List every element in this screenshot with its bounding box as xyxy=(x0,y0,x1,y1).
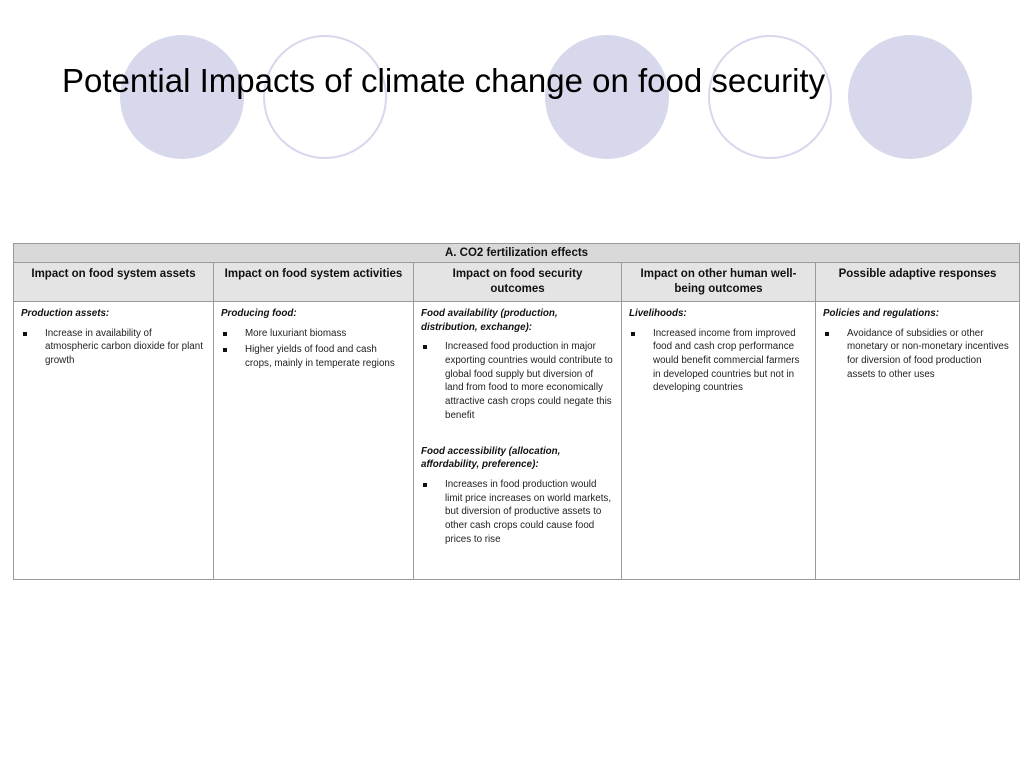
column-header: Impact on food system activities xyxy=(213,262,414,302)
section-title: Food availability (production, distribut… xyxy=(421,307,558,333)
list-item: Avoidance of subsidies or other monetary… xyxy=(823,327,1012,382)
column-header: Impact on food security outcomes xyxy=(413,262,622,302)
table-row: Production assets: Increase in availabil… xyxy=(13,300,1021,580)
column-header: Possible adaptive responses xyxy=(814,262,1021,302)
impact-table-container: A. CO2 fertilization effects Impact on f… xyxy=(12,243,1021,580)
table-cell-food-security-outcomes: Food availability (production, distribut… xyxy=(413,300,622,580)
bullet-list: Avoidance of subsidies or other monetary… xyxy=(823,327,1012,382)
slide-title: Potential Impacts of climate change on f… xyxy=(62,62,826,99)
bullet-list: Increase in availability of atmospheric … xyxy=(21,327,206,368)
decorative-circle-3 xyxy=(545,35,669,159)
bullet-list: More luxuriant biomass Higher yields of … xyxy=(221,327,406,371)
column-header: Impact on other human well-being outcome… xyxy=(621,262,816,302)
table-cell-adaptive-responses: Policies and regulations: Avoidance of s… xyxy=(814,300,1021,580)
list-item: Higher yields of food and cash crops, ma… xyxy=(221,343,406,370)
table-cell-well-being-outcomes: Livelihoods: Increased income from impro… xyxy=(621,300,816,580)
list-item: More luxuriant biomass xyxy=(221,327,406,341)
decorative-circle-5 xyxy=(848,35,972,159)
list-item: Increase in availability of atmospheric … xyxy=(21,327,206,368)
section-title: Producing food: xyxy=(221,307,297,319)
list-item: Increased income from improved food and … xyxy=(629,327,808,396)
table-cell-assets: Production assets: Increase in availabil… xyxy=(13,300,214,580)
decorative-circle-2 xyxy=(263,35,387,159)
impact-table: A. CO2 fertilization effects Impact on f… xyxy=(12,243,1021,580)
section-title: Food accessibility (allocation, affordab… xyxy=(421,445,561,471)
table-cell-activities: Producing food: More luxuriant biomass H… xyxy=(213,300,414,580)
table-caption: A. CO2 fertilization effects xyxy=(12,243,1021,263)
bullet-list: Increases in food production would limit… xyxy=(421,478,614,547)
bullet-list: Increased income from improved food and … xyxy=(629,327,808,396)
decorative-circle-4 xyxy=(708,35,832,159)
section-title: Livelihoods: xyxy=(629,307,687,319)
section-title: Policies and regulations: xyxy=(823,307,939,319)
list-item: Increased food production in major expor… xyxy=(421,340,614,422)
section-title: Production assets: xyxy=(21,307,110,319)
table-header-row: Impact on food system assets Impact on f… xyxy=(13,262,1021,302)
bullet-list: Increased food production in major expor… xyxy=(421,340,614,422)
decorative-circle-1 xyxy=(120,35,244,159)
list-item: Increases in food production would limit… xyxy=(421,478,614,547)
column-header: Impact on food system assets xyxy=(13,262,214,302)
